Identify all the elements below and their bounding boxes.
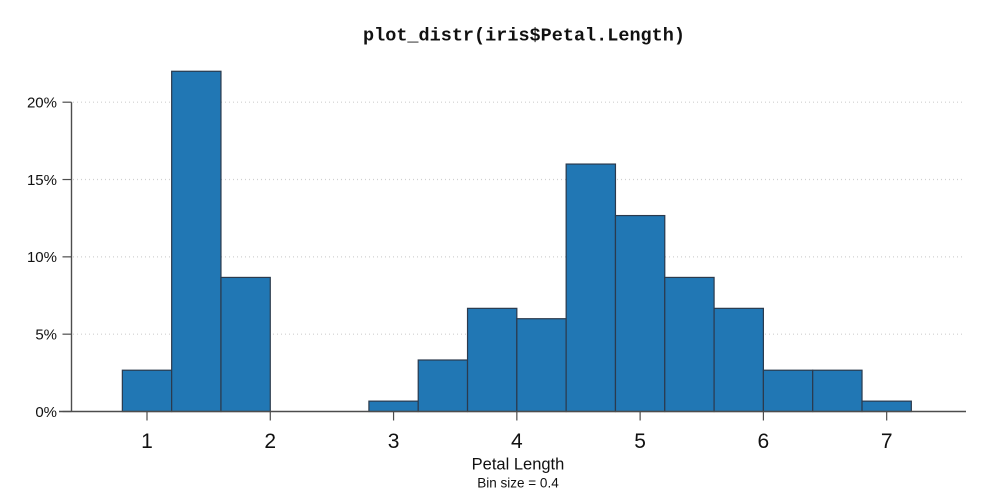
y-tick-label: 5% — [35, 326, 57, 343]
x-tick-label: 3 — [388, 430, 400, 453]
x-tick-label: 4 — [511, 430, 523, 453]
histogram-bar — [565, 163, 617, 413]
histogram-bar — [368, 400, 419, 413]
x-axis-label: Petal Length — [472, 456, 565, 474]
histogram-bar — [171, 70, 222, 413]
histogram-bar — [220, 276, 271, 413]
chart-title: plot_distr(iris$Petal.Length) — [363, 26, 685, 47]
x-tick-label: 6 — [758, 430, 770, 453]
histogram-bar — [466, 307, 518, 413]
y-axis: 0% 5% 10% 15% 20% — [27, 95, 72, 421]
x-tick-label: 2 — [264, 430, 276, 453]
x-tick-label: 7 — [881, 430, 893, 453]
y-tick-label: 10% — [27, 249, 57, 266]
bin-size-label: Bin size = 0.4 — [477, 476, 559, 491]
histogram-bar — [812, 369, 863, 413]
histogram-bar — [614, 214, 666, 413]
x-axis: 1 2 3 4 5 6 7 — [141, 411, 893, 453]
y-tick-label: 15% — [27, 172, 57, 189]
histogram-bar — [762, 369, 814, 413]
y-tick-label: 20% — [27, 95, 57, 112]
y-tick-label: 0% — [35, 404, 57, 421]
histogram-bar — [713, 307, 765, 413]
histogram-bar — [121, 369, 173, 413]
x-tick-label: 1 — [141, 430, 153, 453]
histogram-bar — [516, 318, 567, 413]
histogram-bar — [417, 359, 469, 413]
bars — [121, 70, 912, 413]
histogram-bar — [861, 400, 912, 413]
histogram-bar — [664, 276, 715, 413]
x-tick-label: 5 — [634, 430, 646, 453]
